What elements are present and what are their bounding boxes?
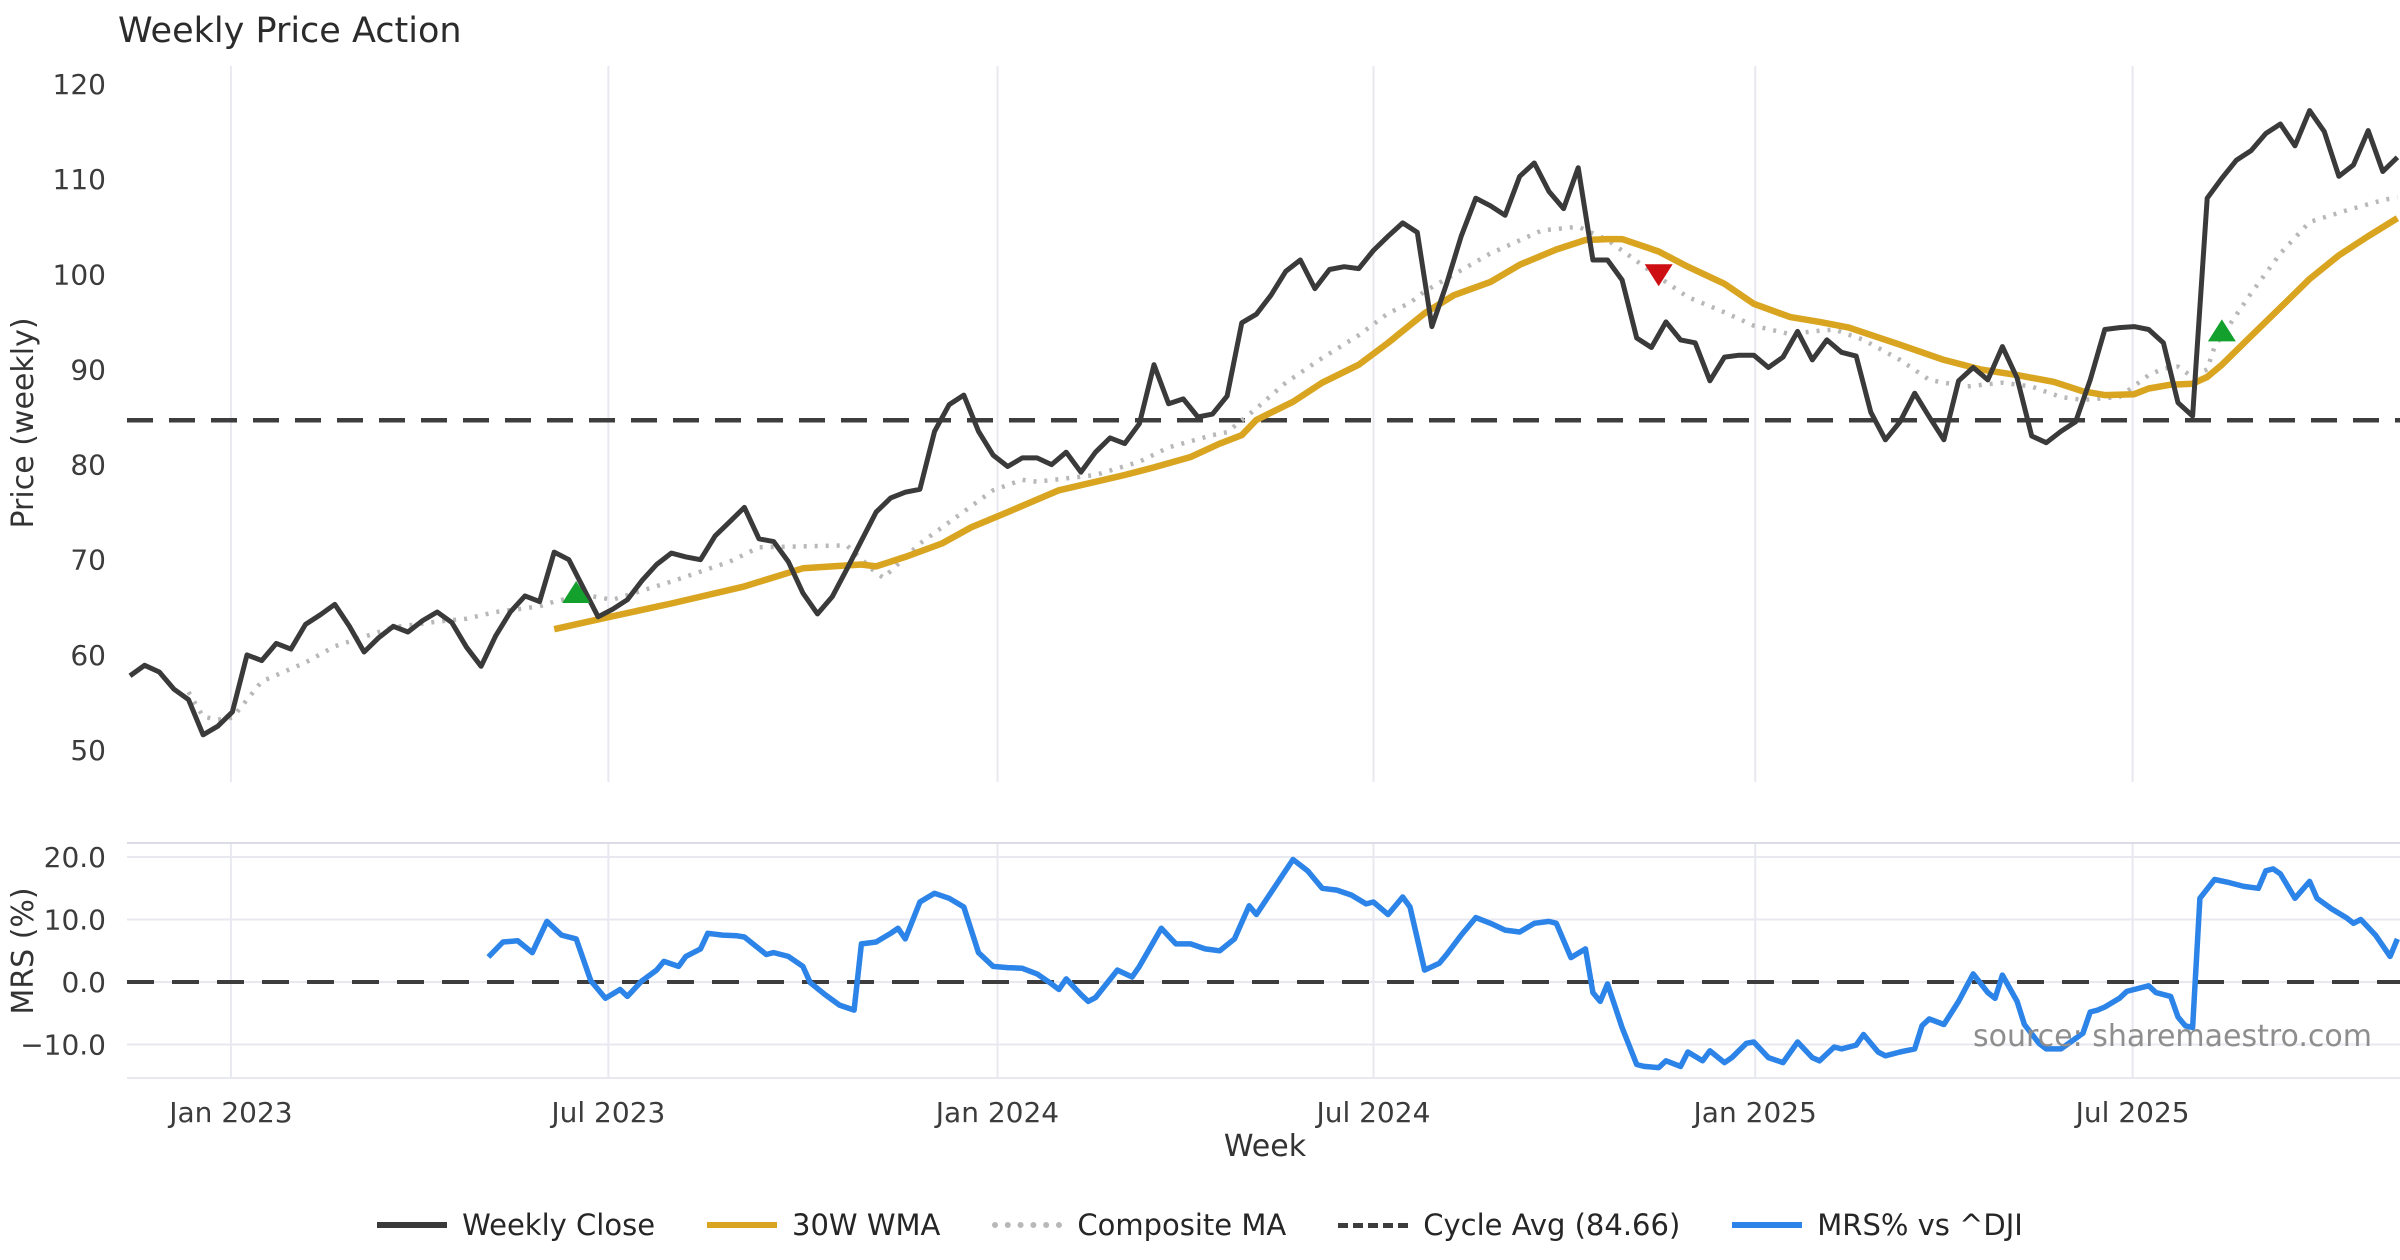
price-tick-label: 110 xyxy=(53,163,106,196)
mrs-axis-label: MRS (%) xyxy=(6,887,41,1014)
page-title: Weekly Price Action xyxy=(118,11,462,51)
mrs-tick-label: −10.0 xyxy=(20,1029,106,1062)
tick-labels: 120 110 100 90 80 70 60 50 20.0 10.0 0.0 −10.0 Jan 2… xyxy=(20,68,2189,1129)
x-tick-label: Jul 2023 xyxy=(549,1096,665,1129)
legend-label: 30W WMA xyxy=(792,1208,941,1242)
legend-item: Weekly Close xyxy=(377,1208,655,1242)
series-layer xyxy=(127,108,2400,1071)
sell-signal-marker xyxy=(1644,264,1673,287)
x-tick-label: Jan 2025 xyxy=(1692,1096,1817,1129)
legend-label: Weekly Close xyxy=(462,1208,656,1242)
price-tick-label: 50 xyxy=(70,734,106,767)
x-axis-label: Week xyxy=(1224,1129,1307,1164)
mrs-tick-label: 0.0 xyxy=(61,966,106,999)
legend-label: Cycle Avg (84.66) xyxy=(1423,1208,1681,1242)
price-tick-label: 70 xyxy=(70,544,106,577)
legend-swatch-solid xyxy=(1732,1222,1803,1228)
mrs-tick-label: 10.0 xyxy=(44,904,106,937)
legend: Weekly Close 30W WMA Composite MA Cycle Avg… xyxy=(0,1208,2400,1242)
legend-swatch-solid xyxy=(707,1222,778,1228)
x-tick-label: Jan 2023 xyxy=(167,1096,292,1129)
legend-swatch-dashed xyxy=(1338,1222,1409,1228)
price-tick-label: 80 xyxy=(70,449,106,482)
legend-item: 30W WMA xyxy=(707,1208,940,1242)
price-tick-label: 100 xyxy=(53,258,106,291)
x-tick-label: Jul 2024 xyxy=(1314,1096,1430,1129)
weekly-close-line xyxy=(128,108,2400,738)
x-tick-label: Jan 2024 xyxy=(934,1096,1059,1129)
price-tick-label: 90 xyxy=(70,353,106,386)
buy-signal-marker xyxy=(2207,319,2236,342)
price-tick-label: 120 xyxy=(53,68,106,101)
wma-line xyxy=(553,215,2400,633)
price-tick-label: 60 xyxy=(70,639,106,672)
legend-label: MRS% vs ^DJI xyxy=(1817,1208,2023,1242)
x-tick-label: Jul 2025 xyxy=(2074,1096,2190,1129)
buy-signal-marker xyxy=(562,581,591,604)
legend-swatch-dotted xyxy=(992,1222,1063,1228)
legend-swatch-solid xyxy=(377,1222,448,1228)
legend-item: MRS% vs ^DJI xyxy=(1732,1208,2023,1242)
price-axis-label: Price (weekly) xyxy=(6,317,41,528)
source-note: source: sharemaestro.com xyxy=(1973,1019,2372,1054)
mrs-tick-label: 20.0 xyxy=(44,841,106,874)
composite-ma-line xyxy=(186,194,2398,722)
gridlines xyxy=(127,66,2400,1079)
mrs-line xyxy=(486,856,2400,1071)
legend-item: Cycle Avg (84.66) xyxy=(1338,1208,1680,1242)
legend-label: Composite MA xyxy=(1077,1208,1287,1242)
legend-item: Composite MA xyxy=(992,1208,1286,1242)
